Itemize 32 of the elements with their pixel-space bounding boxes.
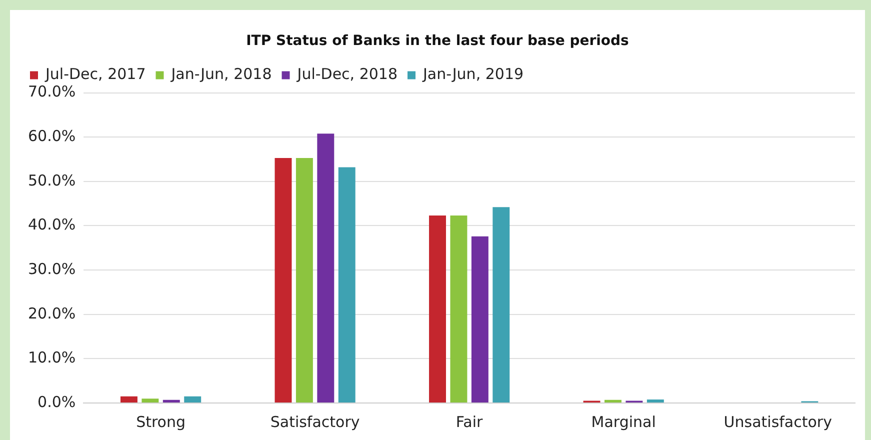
- legend-label: Jul-Dec, 2018: [296, 65, 398, 84]
- bar: [162, 400, 180, 402]
- bar: [646, 399, 664, 402]
- bar: [184, 396, 202, 402]
- y-tick-label: 50.0%: [28, 171, 76, 190]
- x-tick-label: Fair: [456, 412, 484, 431]
- bar: [296, 158, 313, 402]
- x-tick-label: Unsatisfactory: [724, 412, 832, 431]
- bar: [120, 396, 138, 402]
- x-tick-label: Marginal: [591, 412, 656, 431]
- y-tick-label: 0.0%: [38, 392, 76, 411]
- y-tick-label: 10.0%: [28, 348, 76, 367]
- y-tick-label: 70.0%: [28, 82, 76, 101]
- x-tick-label: Strong: [136, 412, 186, 431]
- legend-label: Jul-Dec, 2017: [44, 65, 146, 84]
- legend-label: Jan-Jun, 2019: [422, 65, 524, 84]
- bar: [450, 216, 468, 402]
- y-tick-label: 30.0%: [28, 260, 76, 278]
- bar: [274, 158, 292, 402]
- x-tick-label: Satisfactory: [270, 412, 360, 431]
- chart-title: ITP Status of Banks in the last four base periods: [246, 33, 629, 50]
- bar: [429, 216, 446, 402]
- y-tick-label: 60.0%: [28, 127, 76, 146]
- y-tick-label: 40.0%: [28, 216, 76, 234]
- bar: [338, 167, 356, 402]
- bar: [471, 236, 488, 402]
- bar: [142, 398, 159, 402]
- bar: [317, 134, 334, 402]
- y-tick-label: 20.0%: [28, 304, 76, 322]
- bar: [492, 207, 510, 402]
- legend-label: Jan-Jun, 2018: [170, 65, 272, 84]
- bar: [604, 400, 622, 402]
